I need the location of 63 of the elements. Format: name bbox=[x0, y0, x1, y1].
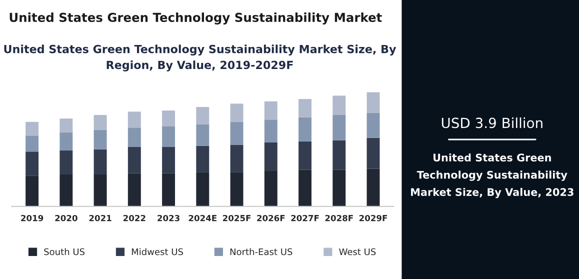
bar bbox=[366, 112, 380, 138]
x-tick-label: 2027F bbox=[291, 214, 319, 222]
bar bbox=[264, 142, 278, 172]
bar bbox=[264, 101, 278, 120]
x-tick-label: 2023 bbox=[158, 214, 180, 222]
x-tick-label: 2026F bbox=[257, 214, 285, 222]
bar bbox=[332, 140, 346, 170]
bar bbox=[298, 117, 312, 142]
bar bbox=[196, 107, 210, 124]
x-tick-label: 2025F bbox=[222, 214, 251, 222]
bar bbox=[230, 144, 244, 172]
bar bbox=[162, 110, 176, 126]
bar bbox=[26, 152, 39, 176]
x-tick-label: 2019 bbox=[21, 214, 44, 222]
bar bbox=[128, 173, 141, 206]
bar bbox=[298, 99, 312, 118]
bar bbox=[60, 118, 73, 132]
x-tick-label: 2029F bbox=[359, 214, 387, 222]
bar bbox=[162, 147, 176, 174]
bar bbox=[128, 147, 141, 174]
bar bbox=[26, 122, 39, 136]
bar bbox=[230, 172, 244, 206]
bar bbox=[26, 136, 39, 152]
x-tick-label: 2022 bbox=[123, 214, 146, 222]
bar bbox=[94, 174, 107, 206]
text: United States Green Technology Sustainability Market Size, By Value, 2023 bbox=[411, 153, 574, 198]
bar bbox=[264, 171, 278, 206]
bar bbox=[26, 176, 39, 206]
legend-label: South US bbox=[44, 248, 85, 256]
bar bbox=[128, 128, 141, 148]
x-tick-label: 2028F bbox=[325, 214, 353, 222]
bar bbox=[128, 112, 141, 128]
bar bbox=[60, 132, 73, 150]
bar bbox=[94, 149, 107, 174]
bar bbox=[162, 126, 176, 148]
legend-label: West US bbox=[339, 248, 376, 256]
bar bbox=[196, 124, 210, 146]
bar bbox=[230, 104, 244, 122]
x-tick-label: 2020 bbox=[55, 214, 78, 222]
bar bbox=[196, 146, 210, 172]
bar bbox=[332, 115, 346, 140]
legend-label: Midwest US bbox=[132, 248, 183, 256]
bar bbox=[366, 92, 380, 113]
chart-subtitle: United States Green Technology Sustainability Market Size, By Region, By Value, 2019-2029F bbox=[4, 44, 396, 72]
bar bbox=[264, 120, 278, 142]
bar bbox=[366, 138, 380, 169]
bar bbox=[332, 96, 346, 116]
bar bbox=[94, 115, 107, 130]
legend-label: North-East US bbox=[230, 248, 292, 256]
x-tick-label: 2021 bbox=[89, 214, 112, 222]
bar bbox=[298, 170, 312, 206]
bar bbox=[366, 168, 380, 206]
bar bbox=[230, 122, 244, 145]
bar bbox=[298, 141, 312, 170]
chart-title: United States Green Technology Sustainability Market bbox=[10, 12, 382, 24]
bar bbox=[196, 172, 210, 206]
x-tick-label: 2024E bbox=[188, 214, 216, 222]
bar bbox=[60, 150, 73, 174]
bar bbox=[60, 174, 73, 206]
text: USD 3.9 Billion bbox=[442, 117, 542, 128]
bar bbox=[162, 173, 176, 206]
bar bbox=[332, 170, 346, 206]
bar bbox=[94, 130, 107, 150]
